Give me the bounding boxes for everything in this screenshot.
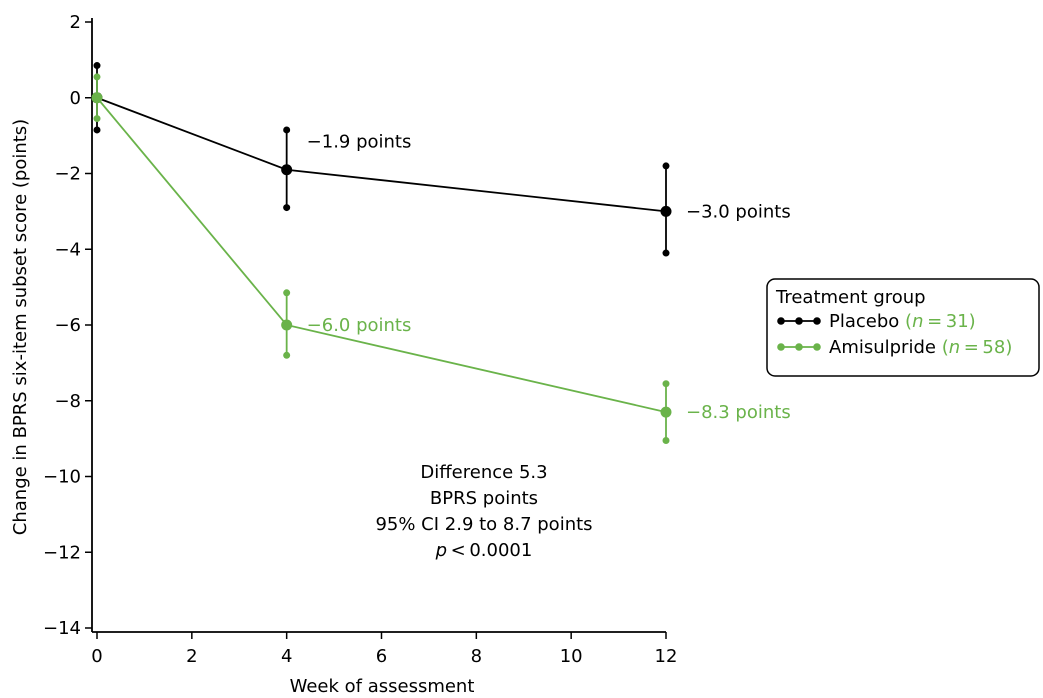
ci-upper-cap-amisulpride — [283, 289, 291, 297]
legend-item-amisulpride: Amisulpride (n = 58) — [777, 337, 1012, 358]
legend-series-name: Amisulpride — [829, 337, 942, 358]
ci-lower-cap-placebo — [93, 126, 101, 134]
legend-series-name: Placebo — [829, 311, 905, 332]
legend-n-count: (n = 31) — [905, 311, 976, 332]
stats-annotation: Difference 5.3 BPRS points 95% CI 2.9 to 8… — [375, 462, 592, 561]
y-axis-label: Change in BPRS six-item subset score (po… — [10, 119, 31, 535]
y-tick-label: −14 — [43, 618, 81, 639]
stats-line: 95% CI 2.9 to 8.7 points — [375, 514, 592, 535]
legend-label-placebo: Placebo (n = 31) — [829, 311, 976, 332]
legend-marker-amisulpride — [795, 343, 803, 351]
ci-lower-cap-amisulpride — [283, 351, 291, 359]
legend-n-count: (n = 58) — [942, 337, 1013, 358]
ci-lower-cap-placebo — [283, 204, 291, 212]
point-labels: −1.9 points −3.0 points −6.0 points −8.3 po… — [307, 132, 791, 423]
axes: 2 0 −2 −4 −6 −8 −10 −12 −14 0 2 4 6 8 10 12 — [43, 12, 677, 667]
y-tick-label: −4 — [54, 239, 81, 260]
legend-item-placebo: Placebo (n = 31) — [777, 311, 976, 332]
legend-box — [766, 278, 1040, 377]
data-point-placebo — [281, 164, 293, 176]
x-tick-label: 12 — [655, 646, 678, 667]
stats-line: Difference 5.3 — [420, 462, 547, 483]
legend-marker-amisulpride — [813, 343, 821, 351]
ci-lower-cap-placebo — [662, 249, 670, 257]
ci-upper-cap-amisulpride — [93, 73, 101, 81]
y-tick-label: 2 — [70, 12, 81, 33]
data-point-placebo — [660, 205, 672, 217]
legend-marker-amisulpride — [777, 343, 785, 351]
x-tick-label: 0 — [91, 646, 102, 667]
x-tick-label: 10 — [560, 646, 583, 667]
legend-items: Placebo (n = 31)Amisulpride (n = 58) — [777, 311, 1012, 358]
ci-upper-cap-placebo — [283, 126, 291, 134]
x-tick-label: 6 — [376, 646, 387, 667]
series-line-placebo — [96, 96, 667, 213]
legend-n-part: n — [949, 337, 960, 358]
ci-upper-cap-placebo — [93, 62, 101, 70]
stats-italic: p — [435, 540, 447, 561]
legend-n-part: ( — [942, 337, 949, 358]
y-tick-label: 0 — [70, 88, 81, 109]
data-point-amisulpride — [660, 406, 672, 418]
point-label-placebo: −1.9 points — [307, 132, 412, 153]
ci-upper-cap-placebo — [662, 162, 670, 170]
legend-n-part: = 58) — [960, 337, 1012, 358]
x-tick-label: 4 — [281, 646, 292, 667]
y-tick-label: −6 — [54, 315, 81, 336]
x-axis-label: Week of assessment — [290, 676, 475, 697]
ci-lower-cap-amisulpride — [662, 437, 670, 445]
y-tick-label: −8 — [54, 391, 81, 412]
stats-text: < 0.0001 — [447, 540, 532, 561]
stats-line: p < 0.0001 — [435, 540, 533, 561]
ci-upper-cap-amisulpride — [662, 380, 670, 388]
series-amisulpride — [91, 73, 672, 445]
legend-label-amisulpride: Amisulpride (n = 58) — [829, 337, 1012, 358]
series-layer — [91, 62, 672, 445]
x-tick-label: 2 — [186, 646, 197, 667]
point-label-amisulpride: −6.0 points — [307, 315, 412, 336]
legend-title: Treatment group — [775, 287, 926, 308]
y-tick-label: −10 — [43, 467, 81, 488]
y-tick-label: −12 — [43, 542, 81, 563]
y-tick-label: −2 — [54, 164, 81, 185]
legend-marker-placebo — [795, 317, 803, 325]
legend: Treatment group Placebo (n = 31)Amisulpr… — [766, 278, 1040, 377]
point-label-amisulpride: −8.3 points — [686, 402, 791, 423]
series-placebo — [91, 62, 672, 257]
legend-n-part: ( — [905, 311, 912, 332]
x-tick-label: 8 — [471, 646, 482, 667]
stats-line: BPRS points — [430, 488, 538, 509]
point-label-placebo: −3.0 points — [686, 201, 791, 222]
data-point-amisulpride — [281, 319, 293, 331]
ci-lower-cap-amisulpride — [93, 115, 101, 123]
legend-marker-placebo — [813, 317, 821, 325]
data-point-amisulpride — [91, 92, 103, 104]
legend-n-part: = 31) — [923, 311, 975, 332]
legend-n-part: n — [912, 311, 923, 332]
legend-marker-placebo — [777, 317, 785, 325]
